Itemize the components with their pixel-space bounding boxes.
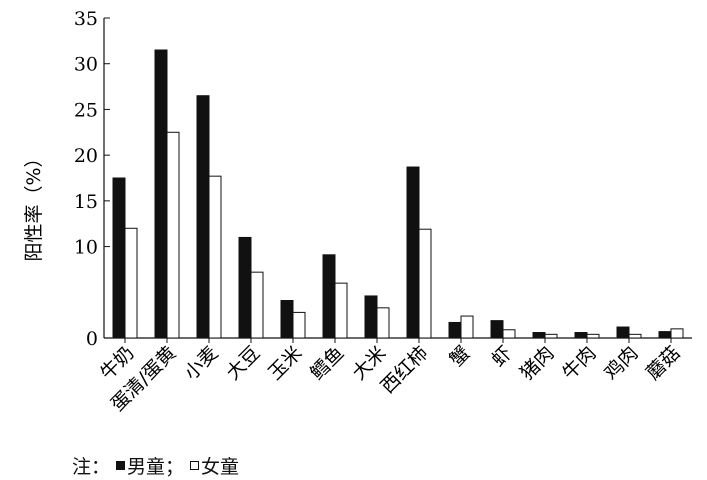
bar-boys (238, 236, 252, 339)
y-tick-label: 30 (74, 54, 98, 76)
bar-girls (208, 175, 222, 339)
legend-swatch-girls (190, 461, 200, 470)
x-tick-label: 小麦 (180, 342, 222, 384)
bar-boys (280, 300, 294, 339)
bar-girls (670, 328, 684, 339)
y-tick-label: 10 (74, 237, 98, 259)
bar-girls (418, 228, 432, 339)
bar-girls (502, 329, 516, 339)
x-tick-label: 西红柿 (377, 342, 433, 398)
bar-girls (292, 311, 306, 339)
y-axis-label: 阳性率（%） (23, 148, 45, 261)
x-tick-label: 鳕鱼 (306, 342, 348, 384)
x-tick-label: 牛肉 (558, 342, 600, 384)
bar-boys (406, 166, 420, 339)
note-prefix: 注： (72, 456, 111, 478)
bar-girls (586, 333, 600, 339)
bar-girls (334, 282, 348, 339)
bar-boys (112, 177, 126, 339)
bar-boys (490, 320, 504, 339)
x-tick-label: 鸡肉 (600, 342, 642, 384)
y-tick-label: 15 (74, 191, 98, 213)
bar-boys (364, 295, 378, 339)
y-tick-label: 0 (86, 328, 98, 350)
y-tick-label: 20 (74, 145, 98, 167)
bar-boys (322, 254, 336, 339)
bar-girls (124, 227, 138, 339)
bar-girls (628, 333, 642, 339)
bar-boys (154, 49, 168, 339)
x-tick-label: 大豆 (222, 342, 264, 384)
x-tick-label: 虾 (488, 342, 517, 371)
bar-boys (196, 95, 210, 339)
x-tick-label: 蘑菇 (642, 342, 684, 384)
x-tick-label: 蟹 (446, 342, 475, 371)
x-tick-label: 玉米 (264, 342, 306, 384)
bar-boys (448, 321, 462, 339)
y-tick-label: 25 (74, 99, 98, 121)
bar-girls (166, 131, 180, 339)
legend-label-boys: 男童 (127, 456, 166, 478)
bar-girls (250, 271, 264, 339)
bar-boys (658, 331, 672, 339)
bar-boys (616, 326, 630, 339)
bar-boys (532, 332, 546, 339)
bar-girls (460, 315, 474, 339)
bar-girls (544, 333, 558, 339)
legend-swatch-boys (116, 461, 126, 470)
bar-girls (376, 307, 390, 339)
legend-separator: ； (165, 456, 185, 478)
y-tick-label: 35 (74, 8, 98, 30)
legend-note: 注： 男童； 女童 (72, 452, 239, 479)
x-tick-label: 猪肉 (516, 342, 558, 384)
bar-chart: 3530252015100牛奶蛋清/蛋黄 小麦 大豆 玉米 鳕鱼 大米西红柿蟹虾猪肉 牛肉鸡… (23, 8, 692, 416)
legend-label-girls: 女童 (201, 456, 240, 478)
bar-boys (574, 332, 588, 339)
plot-area: 3530252015100牛奶蛋清/蛋黄 小麦 大豆 玉米 鳕鱼 大米西红柿蟹虾猪肉 牛肉鸡… (74, 8, 692, 416)
